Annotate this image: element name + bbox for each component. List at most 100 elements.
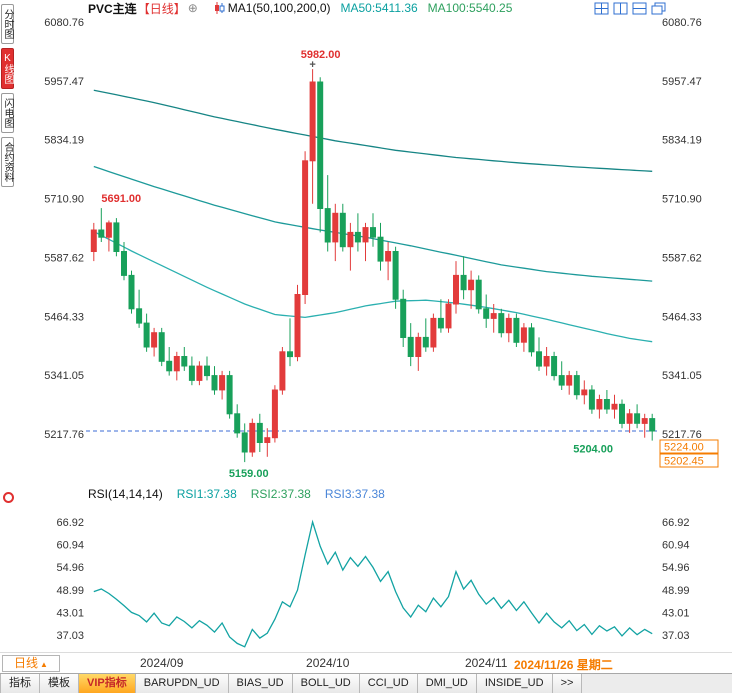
time-axis: 日线 ▲ 2024/09 2024/10 2024/11 2024/11/26 星期二 (0, 652, 732, 673)
candle-body (173, 356, 180, 372)
rsi-y-label-left: 66.92 (56, 517, 84, 529)
candle-body (136, 308, 143, 324)
candle-body (347, 231, 354, 248)
period-selector[interactable]: 日线 ▲ (2, 655, 60, 672)
tab-bias-ud[interactable]: BIAS_UD (228, 674, 293, 693)
price-y-label-left: 5710.90 (44, 194, 84, 206)
price-annotation: + (309, 59, 315, 71)
tab-cci-ud[interactable]: CCI_UD (359, 674, 418, 693)
sidebar-tab-contract-info[interactable]: 合约资料 (1, 137, 14, 187)
chart-main-area: PVC主连 【日线】 ⊕ MA1(50,100,200,0) MA50:5411… (16, 0, 732, 652)
period-tag: 【日线】 (137, 1, 186, 16)
candle-body (475, 279, 482, 310)
x-axis-label: 2024/10 (306, 656, 350, 670)
layout-grid-icon[interactable] (594, 2, 609, 15)
rsi2-value-label: RSI2:37.38 (250, 487, 311, 501)
candle-body (332, 212, 339, 243)
candle-body (498, 313, 505, 334)
candle-body (317, 81, 324, 209)
indicator-tab-bar: 指标 模板 VIP指标 BARUPDN_UD BIAS_UD BOLL_UD C… (0, 673, 732, 693)
price-y-label-right: 5587.62 (662, 252, 702, 264)
rsi-settings-icon[interactable] (3, 492, 14, 503)
sidebar-tab-kline-chart[interactable]: K线图 (1, 48, 14, 89)
candle-body (422, 336, 429, 348)
price-annotation: 5982.00 (301, 49, 341, 61)
candle-body (241, 432, 248, 453)
sidebar-tab-time-chart[interactable]: 分时图 (1, 4, 14, 44)
tab-barupdn-ud[interactable]: BARUPDN_UD (135, 674, 229, 693)
layout-horizontal-icon[interactable] (632, 2, 647, 15)
ma-line-ma50 (93, 230, 653, 343)
candle-body (370, 227, 376, 238)
candle-body (113, 222, 120, 252)
candle-body (324, 208, 331, 243)
candle-body (543, 356, 550, 367)
price-annotation: 5159.00 (229, 468, 269, 480)
candle-body (287, 351, 293, 358)
rsi-y-label-right: 54.96 (662, 562, 690, 574)
chart-header: PVC主连 【日线】 ⊕ MA1(50,100,200,0) MA50:5411… (16, 0, 732, 16)
candle-body (520, 327, 527, 343)
candle-body (226, 375, 233, 415)
price-y-label-left: 5341.05 (44, 370, 84, 382)
candle-body (188, 365, 195, 381)
candlestick-icon[interactable] (214, 2, 225, 14)
candle-body (264, 437, 271, 444)
candle-body (619, 403, 625, 424)
add-indicator-icon[interactable]: ⊕ (187, 1, 198, 15)
period-label: 日线 (14, 656, 39, 670)
rsi-y-label-right: 48.99 (662, 585, 690, 597)
rsi-settings-label[interactable]: RSI(14,14,14) (88, 487, 163, 501)
current-date-label: 2024/11/26 星期二 (514, 658, 613, 672)
candle-body (128, 274, 135, 310)
candle-body (196, 365, 203, 381)
candle-body (158, 332, 165, 362)
candle-body (490, 313, 497, 319)
tab-inside-ud[interactable]: INSIDE_UD (476, 674, 553, 693)
tab-templates[interactable]: 模板 (40, 674, 79, 693)
rsi-y-label-left: 37.03 (56, 630, 84, 642)
candle-body (573, 375, 580, 396)
candle-body (483, 308, 490, 319)
candle-body (249, 422, 256, 453)
candle-body (271, 389, 278, 439)
candle-body (302, 160, 309, 295)
tab-boll-ud[interactable]: BOLL_UD (292, 674, 360, 693)
candle-body (219, 375, 226, 391)
sidebar-tab-lightning-chart[interactable]: 闪电图 (1, 93, 14, 133)
candle-body (558, 375, 565, 386)
tab-more-indicators[interactable]: >> (552, 674, 583, 693)
price-y-label-right: 5834.19 (662, 135, 702, 147)
candle-body (551, 356, 558, 377)
candle-body (339, 212, 346, 248)
ma-line-ma200 (93, 89, 653, 172)
price-chart[interactable]: 6080.76 6080.76 5957.47 5957.47 5834.19 5834.… (16, 16, 732, 486)
rsi-chart[interactable]: 66.92 66.92 60.94 60.94 54.96 54.96 48.99 48.99… (16, 502, 732, 652)
candle-body (234, 413, 241, 434)
candle-body (468, 279, 475, 291)
candle-body (536, 351, 542, 367)
candle-body (611, 403, 618, 410)
candle-body (634, 413, 641, 424)
candle-body (385, 251, 392, 262)
tab-dmi-ud[interactable]: DMI_UD (417, 674, 477, 693)
layout-cascade-icon[interactable] (651, 2, 666, 15)
price-y-label-left: 5464.33 (44, 311, 84, 323)
layout-vertical-icon[interactable] (613, 2, 628, 15)
candle-body (121, 251, 127, 276)
ma-settings-label[interactable]: MA1(50,100,200,0) (227, 1, 331, 15)
candle-body (581, 389, 588, 396)
window-layout-icons (594, 2, 666, 15)
candle-body (98, 229, 105, 238)
tab-indicators[interactable]: 指标 (0, 674, 40, 693)
price-y-label-right: 5464.33 (662, 311, 702, 323)
rsi-y-label-right: 43.01 (662, 607, 690, 619)
candle-body (588, 389, 595, 410)
candle-body (528, 327, 535, 353)
candle-body (649, 418, 656, 432)
price-y-label-right: 5957.47 (662, 76, 702, 88)
candle-body (211, 375, 218, 391)
x-axis-label: 2024/09 (139, 656, 184, 670)
tab-vip-indicators[interactable]: VIP指标 (79, 674, 136, 693)
